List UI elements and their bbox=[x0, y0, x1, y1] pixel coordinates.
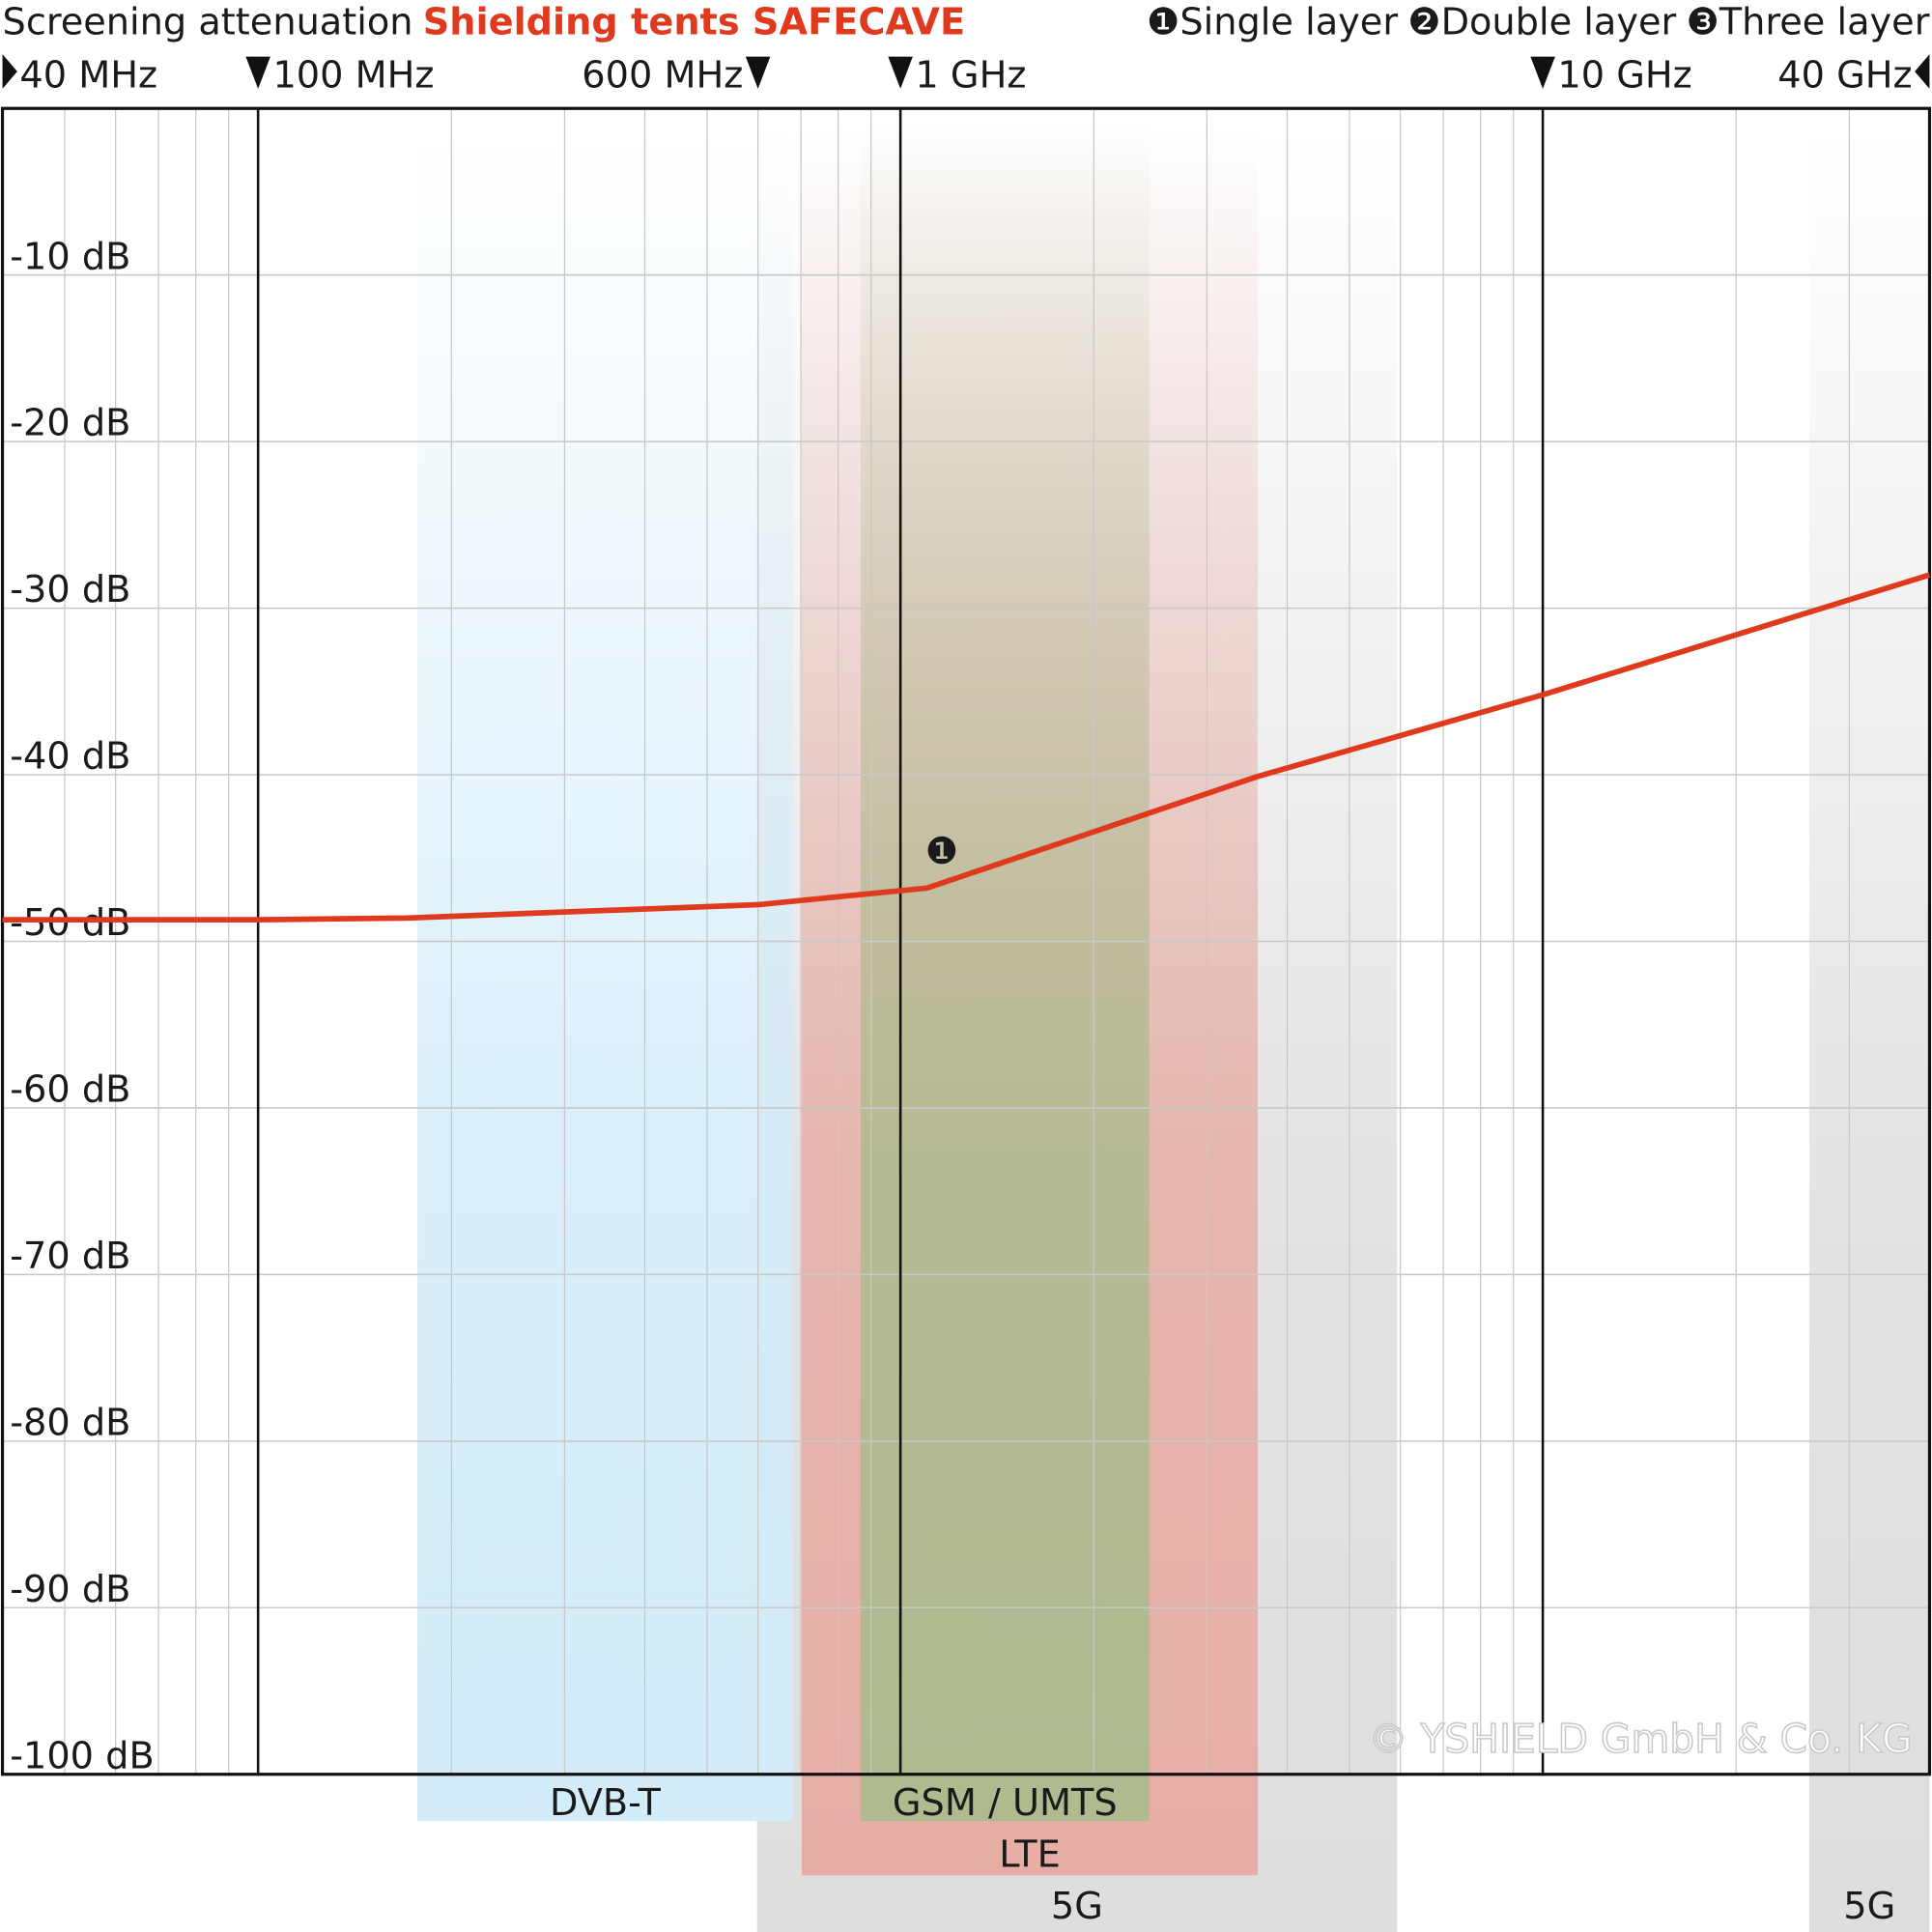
y-tick-label: -70 dB bbox=[10, 1235, 130, 1278]
band bbox=[860, 123, 1150, 1822]
x-tick-mark bbox=[745, 56, 771, 89]
series-marker: ❶ bbox=[925, 830, 958, 873]
legend-marker: ❸ bbox=[1686, 1, 1719, 44]
x-tick-label: 40 MHz bbox=[19, 54, 157, 98]
x-tick-mark bbox=[1915, 54, 1930, 89]
legend-entry: Double layer bbox=[1441, 1, 1677, 44]
legend-entry: Three layer bbox=[1719, 1, 1930, 44]
copyright: © YSHIELD GmbH & Co. KG bbox=[1369, 1716, 1913, 1762]
y-tick-label: -100 dB bbox=[10, 1734, 155, 1777]
x-tick-label: 100 MHz bbox=[272, 54, 434, 98]
x-tick-label: 10 GHz bbox=[1557, 54, 1691, 98]
legend-entry: Single layer bbox=[1179, 1, 1398, 44]
x-tick-mark bbox=[245, 56, 270, 89]
band-label: 5G bbox=[1843, 1885, 1895, 1928]
y-tick-label: -30 dB bbox=[10, 568, 130, 611]
y-tick-label: -20 dB bbox=[10, 402, 130, 445]
series-line bbox=[2, 572, 1931, 923]
x-tick-mark bbox=[1530, 56, 1555, 89]
y-tick-label: -50 dB bbox=[10, 901, 130, 945]
band bbox=[1809, 123, 1930, 1932]
x-tick-label: 600 MHz bbox=[582, 54, 743, 98]
subtitle: Shielding tents SAFECAVE bbox=[423, 1, 965, 44]
plot-frame bbox=[0, 106, 1932, 1776]
y-tick-label: -40 dB bbox=[10, 735, 130, 779]
band-label: LTE bbox=[999, 1833, 1061, 1876]
legend: ❶Single layer ❷Double layer ❸Three layer bbox=[1147, 1, 1930, 44]
y-tick-label: -10 dB bbox=[10, 235, 130, 278]
x-tick-mark bbox=[888, 56, 913, 89]
band-label: 5G bbox=[1051, 1885, 1103, 1928]
band bbox=[417, 123, 793, 1822]
title: Screening attenuation bbox=[3, 1, 413, 44]
legend-marker: ❷ bbox=[1407, 1, 1440, 44]
y-tick-label: -80 dB bbox=[10, 1401, 130, 1444]
band-label: DVB-T bbox=[550, 1781, 661, 1825]
x-tick-mark bbox=[2, 54, 17, 89]
x-tick-label: 1 GHz bbox=[915, 54, 1026, 98]
chart-title: Screening attenuation Shielding tents SAF… bbox=[3, 1, 966, 44]
legend-marker: ❶ bbox=[1147, 1, 1179, 44]
y-tick-label: -90 dB bbox=[10, 1568, 130, 1611]
x-tick-label: 40 GHz bbox=[1777, 54, 1912, 98]
band-label: GSM / UMTS bbox=[893, 1781, 1118, 1825]
y-tick-label: -60 dB bbox=[10, 1068, 130, 1112]
